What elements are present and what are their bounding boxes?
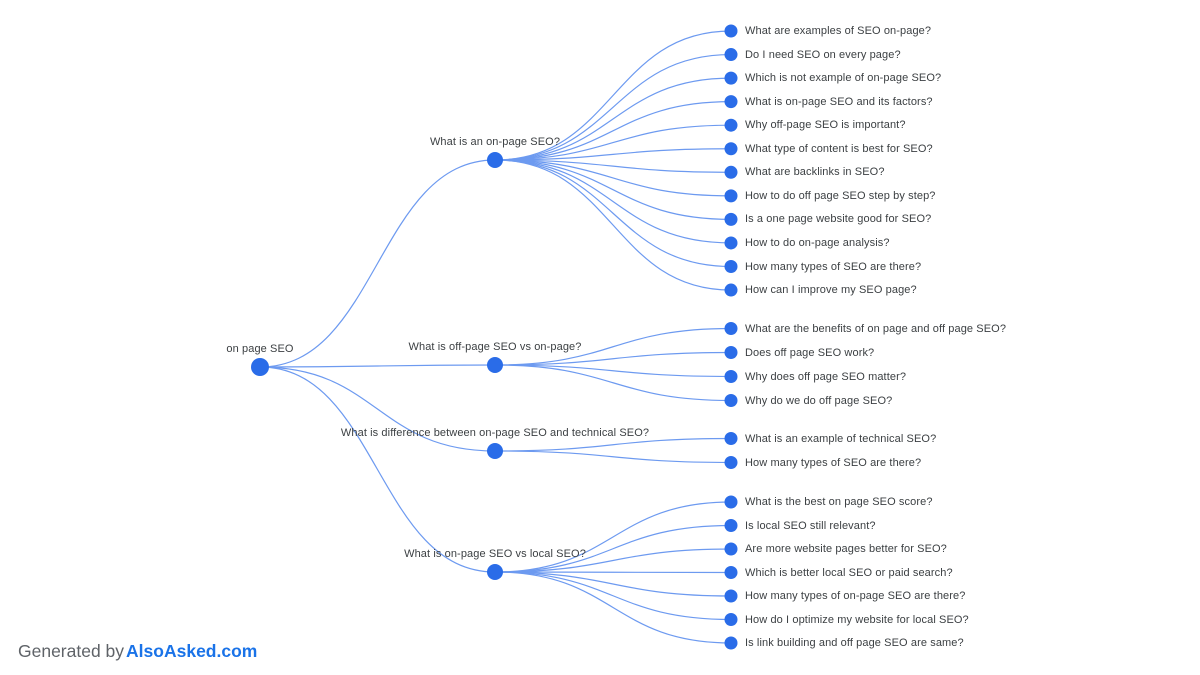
link-curve: [494, 571, 732, 574]
link-curve: [259, 366, 496, 452]
question-node[interactable]: [724, 519, 738, 532]
question-label[interactable]: Is a one page website good for SEO?: [745, 213, 932, 226]
link-curve: [494, 571, 732, 644]
question-label[interactable]: What is the best on page SEO score?: [745, 496, 933, 508]
question-label[interactable]: What are the benefits of on page and off…: [745, 322, 1007, 335]
question-label[interactable]: Is local SEO still relevant?: [745, 519, 876, 532]
question-node[interactable]: [724, 283, 738, 297]
question-label[interactable]: Why does off page SEO matter?: [745, 370, 907, 383]
question-node[interactable]: [724, 118, 738, 132]
question-label[interactable]: What are examples of SEO on-page?: [745, 25, 932, 37]
link-curve: [494, 159, 732, 220]
question-node[interactable]: [724, 495, 738, 509]
question-label[interactable]: Why off-page SEO is important?: [745, 119, 906, 132]
topic-node[interactable]: [487, 564, 503, 580]
topic-label[interactable]: What is difference between on-page SEO a…: [340, 427, 650, 439]
question-label[interactable]: How to do off page SEO step by step?: [745, 189, 936, 202]
link-curve: [494, 148, 732, 161]
link-curve: [494, 101, 732, 161]
link-curve: [494, 364, 732, 402]
question-label[interactable]: Do I need SEO on every page?: [745, 48, 901, 61]
question-node[interactable]: [724, 236, 738, 250]
question-label[interactable]: Which is better local SEO or paid search…: [745, 566, 953, 579]
question-label[interactable]: What is an example of technical SEO?: [745, 432, 937, 445]
link-curve: [494, 159, 732, 173]
question-node[interactable]: [724, 589, 738, 603]
question-label[interactable]: How many types of on-page SEO are there?: [745, 590, 966, 602]
link-curve: [494, 159, 732, 268]
question-label[interactable]: How can I improve my SEO page?: [745, 284, 917, 297]
question-label[interactable]: How many types of SEO are there?: [745, 260, 922, 273]
question-node[interactable]: [724, 613, 738, 626]
link-curve: [494, 571, 732, 597]
alsoasked-brand-link[interactable]: AlsoAsked.com: [126, 641, 258, 661]
question-label[interactable]: How to do on-page analysis?: [745, 236, 890, 249]
question-node[interactable]: [724, 212, 738, 226]
question-label[interactable]: Is link building and off page SEO are sa…: [745, 637, 964, 649]
link-curve: [259, 364, 496, 368]
question-node[interactable]: [724, 189, 738, 203]
question-label[interactable]: How many types of SEO are there?: [745, 456, 922, 469]
question-node[interactable]: [724, 260, 738, 273]
question-label[interactable]: What is on-page SEO and its factors?: [745, 95, 933, 108]
topic-node[interactable]: [487, 443, 503, 459]
footer-generated-by-text: Generated by: [18, 641, 125, 661]
question-node[interactable]: [724, 165, 738, 179]
link-curve: [494, 159, 732, 197]
question-node[interactable]: [724, 432, 738, 445]
link-curve: [494, 501, 732, 573]
link-curve: [494, 327, 732, 366]
link-curve: [494, 571, 732, 621]
link-curve: [494, 30, 732, 161]
link-curve: [259, 366, 496, 573]
question-label[interactable]: What are backlinks in SEO?: [745, 166, 885, 179]
footer: Generated by AlsoAsked.com: [18, 641, 257, 662]
question-node[interactable]: [724, 456, 738, 469]
question-node[interactable]: [724, 322, 738, 335]
link-curve: [494, 53, 732, 161]
question-label[interactable]: What type of content is best for SEO?: [745, 142, 933, 155]
link-curve: [494, 548, 732, 573]
question-label[interactable]: Why do we do off page SEO?: [745, 394, 893, 407]
link-curve: [494, 124, 732, 161]
question-node[interactable]: [724, 71, 738, 85]
topic-label[interactable]: What is an on-page SEO?: [429, 136, 561, 148]
question-node[interactable]: [724, 394, 738, 407]
root-label: on page SEO: [226, 343, 294, 355]
question-label[interactable]: Does off page SEO work?: [745, 346, 875, 359]
question-node[interactable]: [724, 566, 738, 579]
topic-label[interactable]: What is off-page SEO vs on-page?: [408, 341, 582, 353]
link-curve: [259, 159, 496, 368]
link-curve: [494, 437, 732, 452]
link-curve: [494, 77, 732, 161]
question-label[interactable]: Are more website pages better for SEO?: [745, 543, 947, 555]
question-node[interactable]: [724, 48, 738, 62]
topic-node[interactable]: [487, 152, 503, 168]
question-node[interactable]: [724, 346, 738, 359]
link-curve: [494, 159, 732, 291]
link-curve: [494, 351, 732, 366]
link-curve: [494, 364, 732, 378]
topic-label[interactable]: What is on-page SEO vs local SEO?: [404, 548, 586, 560]
link-curve: [494, 524, 732, 573]
question-node[interactable]: [724, 370, 738, 383]
question-node[interactable]: [724, 542, 738, 556]
link-curve: [494, 159, 732, 244]
topic-node[interactable]: [487, 357, 503, 373]
root-node[interactable]: [251, 358, 269, 376]
question-node[interactable]: [724, 636, 738, 650]
question-node[interactable]: [724, 95, 738, 109]
link-curve: [494, 450, 732, 464]
question-node[interactable]: [724, 142, 738, 156]
question-label[interactable]: Which is not example of on-page SEO?: [745, 72, 942, 85]
question-node[interactable]: [724, 24, 738, 38]
question-label[interactable]: How do I optimize my website for local S…: [745, 613, 969, 626]
